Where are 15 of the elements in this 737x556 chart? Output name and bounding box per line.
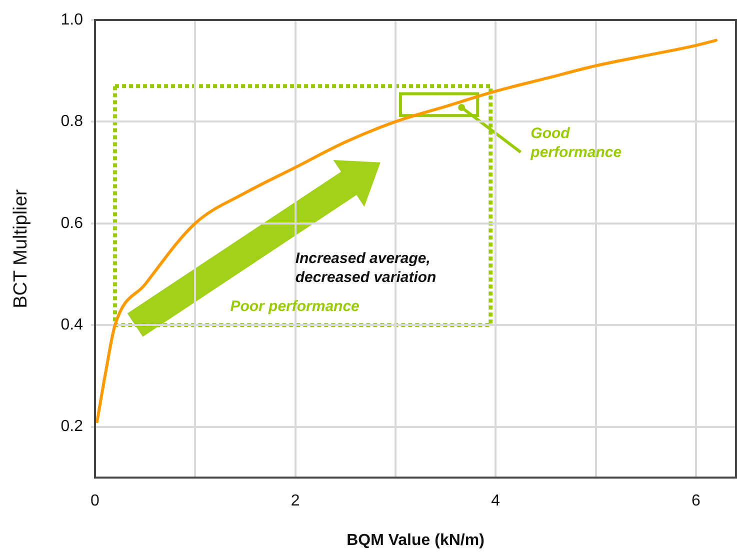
x-tick-label: 0 (90, 492, 100, 510)
x-tick-label: 6 (691, 492, 700, 510)
annotation: Good performance (530, 124, 623, 162)
y-tick-label: 0.4 (60, 316, 84, 334)
y-tick-label: 1.0 (60, 11, 84, 28)
y-tick-label: 0.6 (60, 214, 84, 232)
x-axis-title: BQM Value (kN/m) (346, 532, 484, 549)
y-tick-label: 0.8 (60, 113, 84, 130)
y-tick-label: 0.2 (60, 418, 84, 436)
x-tick-label: 2 (290, 492, 300, 510)
annotation: Increased average, decreased variation (295, 248, 438, 287)
y-axis-title: BCT Multiplier (10, 188, 32, 308)
annotation: Poor performance (230, 297, 360, 316)
line-series (96, 38, 718, 424)
x-tick-label: 4 (491, 492, 500, 510)
